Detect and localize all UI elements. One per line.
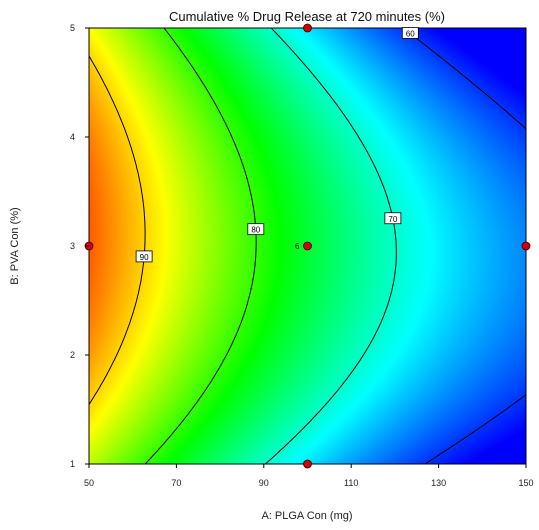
x-tick-label: 70	[171, 478, 181, 488]
svg-text:80: 80	[251, 226, 260, 235]
design-points: 6	[84, 23, 531, 469]
contour-label-60: 60	[401, 27, 419, 39]
y-axis: 1 2 3 4 5	[70, 23, 89, 469]
contour-line-80	[144, 28, 257, 464]
x-tick-label: 90	[259, 478, 269, 488]
design-point-count-label: 6	[295, 242, 300, 251]
contour-label-80: 80	[247, 223, 265, 236]
x-tick-label: 110	[344, 478, 358, 488]
plot-area: 90 80 70 60 6	[84, 23, 531, 469]
y-tick-label: 5	[70, 23, 75, 33]
contour-lines	[89, 28, 526, 464]
y-tick-label: 3	[70, 241, 75, 251]
x-axis-title: A: PLGA Con (mg)	[261, 510, 352, 522]
svg-text:60: 60	[406, 29, 415, 38]
contour-line-90	[89, 55, 146, 406]
contour-line-70	[265, 28, 397, 464]
contour-label-90: 90	[135, 250, 153, 263]
x-tick-label: 50	[84, 478, 94, 488]
chart-title: Cumulative % Drug Release at 720 minutes…	[169, 9, 445, 24]
y-tick-label: 1	[70, 459, 75, 469]
design-point	[303, 241, 312, 251]
contour-line-60	[402, 28, 526, 464]
x-tick-label: 130	[431, 478, 446, 488]
svg-text:90: 90	[140, 253, 149, 262]
design-point	[303, 459, 312, 469]
y-tick-label: 2	[70, 350, 75, 360]
x-axis: 50 70 90 110 130 150	[84, 464, 534, 488]
y-tick-label: 4	[70, 132, 75, 142]
x-tick-label: 150	[518, 478, 533, 488]
design-point	[303, 23, 312, 33]
y-axis-title: B: PVA Con (%)	[9, 207, 21, 284]
contour-label-70: 70	[384, 212, 402, 225]
design-point	[521, 241, 531, 251]
svg-text:70: 70	[388, 215, 397, 224]
contour-labels: 90 80 70 60	[135, 27, 419, 263]
